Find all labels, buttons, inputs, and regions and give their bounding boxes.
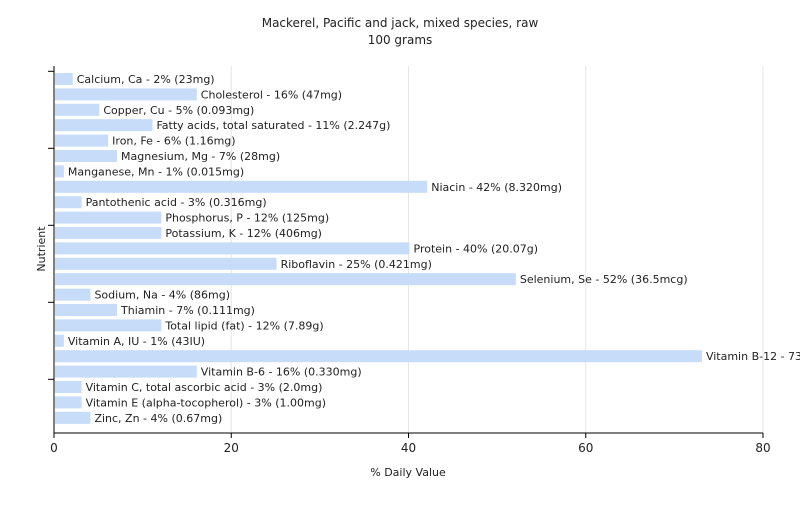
bar bbox=[55, 304, 118, 316]
bar bbox=[55, 381, 82, 393]
bar-label: Potassium, K - 12% (406mg) bbox=[165, 227, 322, 240]
bar-label: Thiamin - 7% (0.111mg) bbox=[120, 304, 255, 317]
x-axis-title: % Daily Value bbox=[370, 466, 446, 479]
bar-label: Pantothenic acid - 3% (0.316mg) bbox=[86, 196, 267, 209]
bar-label: Selenium, Se - 52% (36.5mcg) bbox=[520, 273, 688, 286]
bar-label: Fatty acids, total saturated - 11% (2.24… bbox=[156, 119, 390, 132]
bar-label: Riboflavin - 25% (0.421mg) bbox=[281, 258, 432, 271]
bar bbox=[55, 211, 162, 224]
bar bbox=[55, 196, 82, 209]
bar bbox=[55, 334, 64, 347]
bars-group: Calcium, Ca - 2% (23mg) Cholesterol - 16%… bbox=[55, 73, 800, 425]
bar-label: Total lipid (fat) - 12% (7.89g) bbox=[164, 319, 323, 332]
bar-label: Magnesium, Mg - 7% (28mg) bbox=[121, 150, 280, 163]
bar-label: Vitamin E (alpha-tocopherol) - 3% (1.00m… bbox=[86, 396, 326, 409]
bar-label: Vitamin B-6 - 16% (0.330mg) bbox=[201, 366, 362, 379]
bar bbox=[55, 227, 162, 239]
bar bbox=[55, 273, 516, 286]
bar-label: Manganese, Mn - 1% (0.015mg) bbox=[68, 165, 244, 178]
bar bbox=[55, 257, 277, 270]
x-tick-label: 40 bbox=[401, 441, 416, 455]
bar bbox=[55, 319, 162, 332]
bar bbox=[55, 365, 197, 378]
bar bbox=[55, 150, 118, 162]
bar bbox=[55, 396, 82, 409]
bar bbox=[55, 88, 197, 101]
bar-label: Zinc, Zn - 4% (0.67mg) bbox=[94, 412, 222, 425]
chart-subtitle: 100 grams bbox=[368, 33, 433, 47]
chart-title: Mackerel, Pacific and jack, mixed specie… bbox=[262, 16, 539, 30]
bar-label: Niacin - 42% (8.320mg) bbox=[431, 181, 562, 194]
x-tick-label: 20 bbox=[224, 441, 239, 455]
bar bbox=[55, 242, 410, 255]
bar bbox=[55, 165, 64, 178]
bar bbox=[55, 288, 91, 301]
axes-group: 0 20 40 60 80 bbox=[48, 66, 771, 455]
bar-label: Protein - 40% (20.07g) bbox=[414, 242, 539, 255]
bar bbox=[55, 180, 428, 193]
y-axis-title: Nutrient bbox=[35, 226, 48, 272]
bar-label: Copper, Cu - 5% (0.093mg) bbox=[103, 104, 254, 117]
bar-label: Vitamin C, total ascorbic acid - 3% (2.0… bbox=[86, 381, 323, 394]
bar-label: Vitamin A, IU - 1% (43IU) bbox=[68, 335, 205, 348]
x-tick-label: 60 bbox=[578, 441, 593, 455]
bar-label: Cholesterol - 16% (47mg) bbox=[201, 88, 342, 101]
x-tick-label: 80 bbox=[755, 441, 770, 455]
bar-label: Calcium, Ca - 2% (23mg) bbox=[77, 73, 215, 86]
bar bbox=[55, 350, 702, 363]
bar-label: Phosphorus, P - 12% (125mg) bbox=[165, 212, 329, 225]
bar bbox=[55, 103, 100, 116]
x-tick-label: 0 bbox=[50, 441, 58, 455]
bar-label: Sodium, Na - 4% (86mg) bbox=[94, 289, 230, 302]
bar bbox=[55, 73, 73, 85]
bar-label: Vitamin B-12 - 73% (4.40mcg) bbox=[706, 350, 800, 363]
bar bbox=[55, 411, 91, 424]
bar-label: Iron, Fe - 6% (1.16mg) bbox=[112, 135, 235, 148]
bar bbox=[55, 134, 109, 147]
bar bbox=[55, 119, 153, 132]
